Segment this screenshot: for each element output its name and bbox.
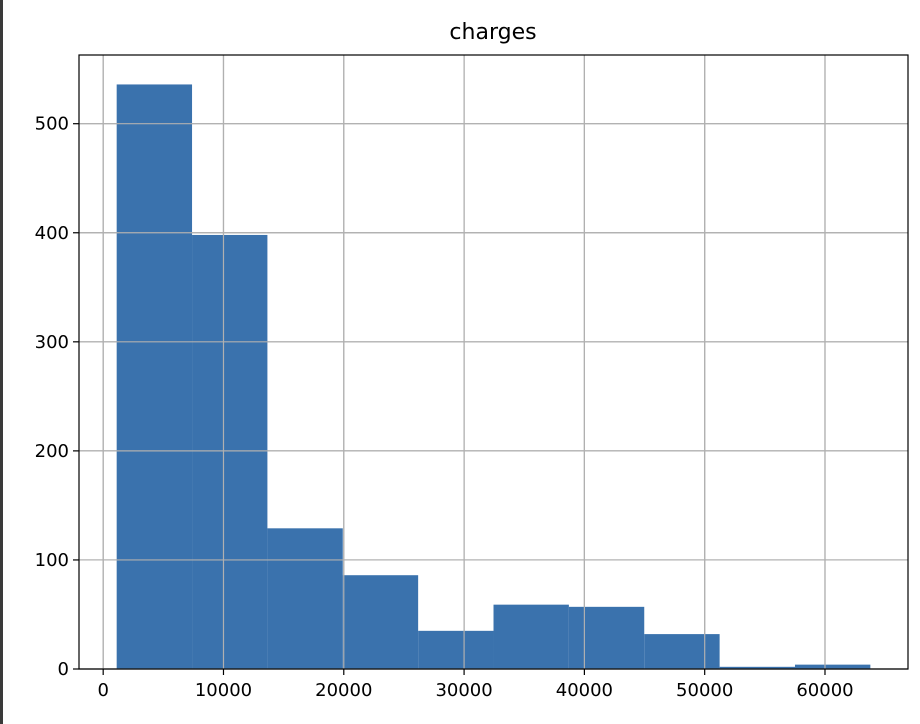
ticks-layer: 0 10000 20000 30000 40000 50000 60000 0 100 200 30…: [35, 114, 854, 701]
y-tick-label: 500: [35, 114, 69, 135]
x-tick-label: 10000: [195, 680, 252, 701]
histogram-bar: [493, 604, 569, 669]
chart-title: charges: [449, 20, 536, 45]
y-tick-label: 400: [35, 223, 69, 244]
x-tick-label: 20000: [315, 680, 372, 701]
x-tick-label: 0: [97, 680, 108, 701]
histogram-bar: [644, 634, 720, 669]
y-tick-label: 200: [35, 441, 69, 462]
histogram-bar: [794, 664, 871, 669]
x-tick-label: 50000: [676, 680, 733, 701]
histogram-bar: [192, 234, 268, 669]
y-tick-label: 0: [58, 659, 69, 680]
histogram-bar: [719, 666, 795, 669]
histogram-bar: [568, 606, 645, 669]
x-tick-label: 60000: [796, 680, 853, 701]
histogram-bar: [116, 84, 193, 670]
histogram-bar: [418, 630, 494, 669]
axes-spine: [78, 54, 909, 670]
x-tick-label: 30000: [435, 680, 492, 701]
bars-layer: [79, 55, 908, 670]
y-tick-label: 300: [35, 332, 69, 353]
histogram-bar: [267, 528, 343, 669]
histogram-bar: [342, 575, 419, 669]
x-tick-label: 40000: [556, 680, 613, 701]
y-tick-label: 100: [35, 550, 69, 571]
